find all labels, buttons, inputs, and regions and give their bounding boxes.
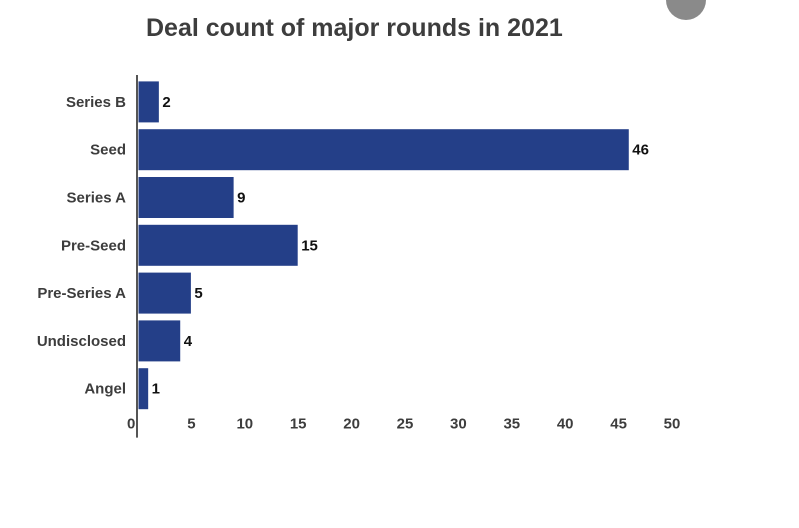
bar-undisclosed xyxy=(137,319,182,363)
data-label-angel: 1 xyxy=(152,381,160,398)
category-label-angel: Angel xyxy=(84,381,126,398)
x-tick-label-20: 20 xyxy=(343,416,360,433)
bar-series-b xyxy=(137,80,160,124)
bars-layer: 2 46 9 15 5 4 1 xyxy=(137,80,649,411)
category-label-undisclosed: Undisclosed xyxy=(37,333,126,350)
x-tick-label-10: 10 xyxy=(236,416,253,433)
chart-menu-button[interactable]: ⋯ xyxy=(666,0,706,20)
x-tick-label-40: 40 xyxy=(557,416,574,433)
x-tick-label-45: 45 xyxy=(610,416,627,433)
data-label-series-b: 2 xyxy=(162,94,170,111)
x-tick-label-30: 30 xyxy=(450,416,467,433)
x-tick-label-0: 0 xyxy=(127,416,135,433)
x-tick-label-35: 35 xyxy=(503,416,520,433)
x-tick-label-50: 50 xyxy=(664,416,681,433)
category-labels: Series B Seed Series A Pre-Seed Pre-Series A… xyxy=(37,94,126,398)
data-label-seed: 46 xyxy=(632,142,649,159)
category-label-seed: Seed xyxy=(90,142,126,159)
category-label-series-a: Series A xyxy=(67,190,127,207)
bar-series-a xyxy=(137,176,235,219)
x-tick-label-25: 25 xyxy=(397,416,414,433)
data-label-series-a: 9 xyxy=(237,190,245,207)
x-tick-label-5: 5 xyxy=(187,416,195,433)
bar-pre-series-a xyxy=(137,271,192,315)
bar-seed xyxy=(137,128,630,172)
bar-angel xyxy=(137,367,150,411)
category-label-pre-seed: Pre-Seed xyxy=(61,237,126,254)
more-horizontal-icon: ⋯ xyxy=(678,0,694,6)
data-label-pre-seed: 15 xyxy=(301,237,318,254)
data-label-pre-series-a: 5 xyxy=(194,285,202,302)
x-tick-label-15: 15 xyxy=(290,416,307,433)
chart-title: Deal count of major rounds in 2021 xyxy=(146,14,563,42)
category-label-series-b: Series B xyxy=(66,94,126,111)
category-label-pre-series-a: Pre-Series A xyxy=(37,285,126,302)
x-axis-ticks: 0 5 10 15 20 25 30 35 40 45 50 xyxy=(127,416,680,433)
data-label-undisclosed: 4 xyxy=(184,333,193,350)
bar-pre-seed xyxy=(137,223,299,267)
